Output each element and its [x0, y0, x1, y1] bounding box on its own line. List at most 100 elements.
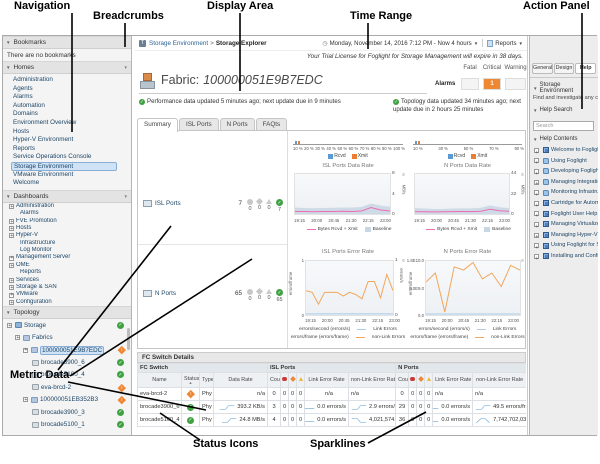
dashboard-item-management-server[interactable]: Management Server: [3, 254, 131, 262]
alarms-critical-cell[interactable]: 1: [483, 78, 501, 90]
dashboard-item-storage-san[interactable]: Storage & SAN: [3, 284, 131, 291]
expand-icon[interactable]: [9, 292, 14, 299]
expand-icon[interactable]: [23, 397, 28, 403]
expand-icon[interactable]: [534, 158, 539, 166]
expand-icon[interactable]: [15, 335, 20, 341]
storage-environment-section-header[interactable]: Storage Environment: [530, 78, 598, 95]
tab-faqts[interactable]: FAQts: [255, 118, 288, 131]
col-header-isl-nonlink-error[interactable]: non-Link Error Rate: [348, 372, 397, 388]
homes-section-header[interactable]: Homes: [3, 61, 131, 74]
dashboard-item-alarms[interactable]: Alarms: [20, 210, 39, 217]
col-header-name[interactable]: Name: [137, 372, 182, 388]
sidebar-item-agents[interactable]: Agents: [13, 84, 33, 92]
breadcrumb-link[interactable]: Storage Environment: [149, 39, 209, 47]
sidebar-item-vmware-environment[interactable]: VMware Environment: [13, 170, 74, 178]
n-ports-summary-row[interactable]: N Ports 65 0 0 0 65: [143, 287, 283, 303]
col-header-isl-link-error[interactable]: Link Error Rate: [304, 372, 350, 388]
alarms-fatal-cell[interactable]: [461, 78, 479, 90]
switch-name-link[interactable]: eva-brcd-2: [137, 387, 182, 401]
expand-icon[interactable]: [9, 226, 14, 232]
expand-icon[interactable]: [534, 243, 539, 251]
help-item-installing-configuring[interactable]: Installing and Configuring: [530, 251, 598, 262]
reports-button[interactable]: Reports: [495, 39, 517, 47]
help-search-section-header[interactable]: Help Search: [530, 103, 598, 114]
expand-icon[interactable]: [534, 201, 539, 209]
sidebar-item-environment-overview[interactable]: Environment Overview: [13, 118, 77, 126]
dashboard-item-hyperv[interactable]: Hyper-V: [3, 232, 131, 240]
dashboard-action-icon[interactable]: [139, 39, 146, 47]
expand-icon[interactable]: [534, 211, 539, 219]
help-item-foglight-for-storage[interactable]: Using Foglight for Storage: [530, 240, 598, 251]
col-header-type[interactable]: Type: [199, 372, 214, 388]
expand-icon[interactable]: [534, 254, 539, 262]
expand-icon[interactable]: [534, 222, 539, 230]
isl-ports-summary-row[interactable]: ISL Ports 7 0 0 0 7: [143, 197, 283, 213]
expand-icon[interactable]: [9, 218, 14, 225]
col-header-n-nonlink-error[interactable]: non-Link Error Rate: [472, 372, 526, 388]
expand-icon[interactable]: [9, 278, 14, 284]
tree-item-eva-brcd-2[interactable]: eva-brcd-2: [3, 381, 131, 393]
dashboards-section-header[interactable]: Dashboards: [3, 189, 131, 203]
sidebar-item-service-operations-console[interactable]: Service Operations Console: [13, 153, 92, 161]
help-item-managing-hyperv[interactable]: Managing Hyper-V: [530, 230, 598, 240]
tree-item-brocade5100_1[interactable]: brocade5100_1: [3, 418, 131, 430]
help-item-managing-integrations[interactable]: Managing Integrations: [530, 177, 598, 187]
sidebar-item-reports[interactable]: Reports: [13, 144, 36, 152]
help-item-welcome[interactable]: Welcome to Foglight: [530, 145, 598, 156]
col-header-n-link-error[interactable]: Link Error Rate: [432, 372, 474, 388]
tab-n-ports[interactable]: N Ports: [219, 118, 255, 131]
sidebar-item-hosts[interactable]: Hosts: [13, 127, 30, 135]
tree-item-brocade3900_6[interactable]: brocade3900_6: [3, 356, 131, 368]
sidebar-item-welcome[interactable]: Welcome: [13, 179, 40, 187]
switch-name-link[interactable]: brocade5100_4: [137, 413, 182, 427]
filter-icon[interactable]: [124, 194, 128, 199]
tab-isl-ports[interactable]: ISL Ports: [178, 118, 219, 131]
tab-general[interactable]: General: [532, 63, 553, 74]
tab-summary[interactable]: Summary: [137, 118, 178, 132]
dashboard-item-hosts[interactable]: Hosts: [3, 225, 131, 232]
expand-icon[interactable]: [9, 204, 14, 210]
sidebar-item-hyperv-environment[interactable]: Hyper-V Environment: [13, 136, 74, 144]
switch-name-link[interactable]: brocade3900_6: [137, 400, 182, 414]
col-header-isl-count[interactable]: Count: [267, 372, 282, 388]
dashboard-item-reports[interactable]: Reports: [20, 269, 42, 276]
help-contents-section-header[interactable]: Help Contents: [530, 132, 598, 143]
col-header-data-rate[interactable]: Data Rate: [212, 372, 269, 388]
sidebar-item-alarms[interactable]: Alarms: [13, 93, 33, 101]
sidebar-item-storage-environment[interactable]: Storage Environment: [11, 161, 117, 171]
fc-switch-details-header[interactable]: FC Switch Details: [137, 352, 526, 363]
dashboard-item-infrastructure[interactable]: Infrastructure: [20, 239, 56, 246]
help-item-cartridge-automation[interactable]: Cartridge for Automation: [530, 198, 598, 209]
topology-section-header[interactable]: Topology: [3, 306, 131, 320]
tree-item-fabrics[interactable]: Fabrics: [3, 332, 131, 344]
help-item-managing-virtualized[interactable]: Managing Virtualized: [530, 219, 598, 230]
dashboard-item-vmware[interactable]: VMware: [3, 291, 131, 299]
expand-icon[interactable]: [7, 323, 12, 329]
expand-icon[interactable]: [534, 232, 539, 240]
dashboard-item-fve-promotion[interactable]: FVE Promotion: [3, 218, 131, 225]
time-range-control[interactable]: Monday, November 14, 2016 7:12 PM - Now …: [329, 39, 472, 47]
dashboard-item-ome[interactable]: OME: [3, 262, 131, 269]
col-header-n-count[interactable]: Count: [395, 372, 410, 388]
help-search-input[interactable]: [533, 121, 594, 131]
expand-icon[interactable]: [9, 285, 14, 291]
expand-icon[interactable]: [9, 263, 14, 269]
tree-item-fabric-100000051E9B7EDC[interactable]: 100000051E9B7EDC: [3, 344, 131, 356]
dashboard-item-services[interactable]: Services: [3, 277, 131, 284]
sidebar-item-automation[interactable]: Automation: [13, 101, 45, 109]
expand-icon[interactable]: [9, 300, 14, 306]
tab-help[interactable]: Help: [575, 63, 597, 74]
tree-item-brocade3900_3[interactable]: brocade3900_3: [3, 406, 131, 418]
sidebar-scrollbar[interactable]: [127, 328, 130, 350]
tab-design[interactable]: Design: [553, 63, 575, 74]
help-item-developing-foglight[interactable]: Developing Foglight: [530, 166, 598, 177]
expand-icon[interactable]: [534, 190, 539, 198]
sidebar-item-administration[interactable]: Administration: [13, 76, 53, 83]
expand-icon[interactable]: [534, 148, 539, 156]
col-header-status[interactable]: Status: [181, 372, 200, 388]
sidebar-item-domains[interactable]: Domains: [13, 110, 38, 118]
help-item-monitoring-infrastructure[interactable]: Monitoring Infrastructure: [530, 187, 598, 198]
bookmarks-section-header[interactable]: Bookmarks: [3, 36, 131, 49]
dashboard-item-configuration[interactable]: Configuration: [3, 299, 131, 306]
expand-icon[interactable]: [534, 179, 539, 187]
